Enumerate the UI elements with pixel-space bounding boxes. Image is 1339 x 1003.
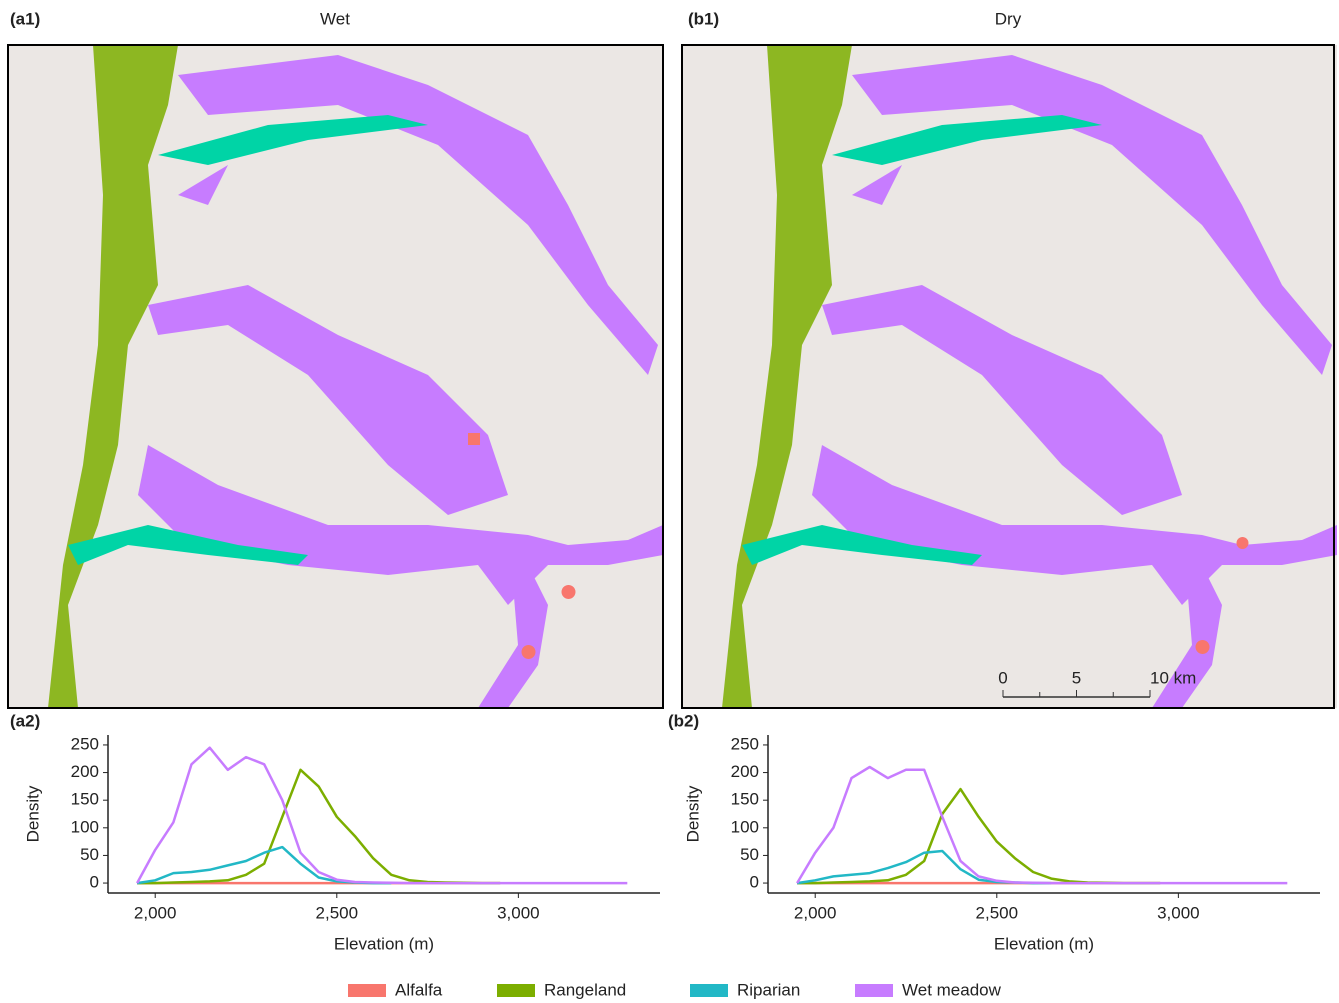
x-tick-label: 3,000	[497, 903, 540, 922]
panel-label: (a2)	[10, 711, 40, 730]
density-line	[137, 768, 501, 885]
y-tick-label: 150	[731, 790, 759, 809]
y-axis-label: Density	[683, 785, 702, 842]
legend-label: Rangeland	[544, 980, 626, 999]
x-tick-label: 2,000	[134, 903, 177, 922]
legend-swatch	[497, 984, 535, 997]
y-tick-label: 250	[731, 734, 759, 753]
legend-swatch	[348, 984, 386, 997]
x-axis-label: Elevation (m)	[994, 934, 1094, 953]
panel-label: (b1)	[688, 9, 719, 28]
y-tick-label: 200	[731, 762, 759, 781]
scale-label: 10 km	[1150, 668, 1196, 687]
x-tick-label: 3,000	[1157, 903, 1200, 922]
legend-label: Wet meadow	[902, 980, 1002, 999]
panel-label: (b2)	[668, 711, 699, 730]
panel-title: Dry	[995, 9, 1022, 28]
legend-swatch	[855, 984, 893, 997]
scale-label: 5	[1072, 668, 1081, 687]
y-tick-label: 0	[750, 873, 759, 892]
y-tick-label: 200	[71, 762, 99, 781]
map-dry	[681, 44, 1337, 709]
y-tick-label: 100	[731, 817, 759, 836]
y-tick-label: 0	[90, 873, 99, 892]
density-line	[797, 787, 1161, 885]
legend-label: Alfalfa	[395, 980, 443, 999]
legend-swatch	[690, 984, 728, 997]
y-tick-label: 150	[71, 790, 99, 809]
scale-label: 0	[998, 668, 1007, 687]
y-tick-label: 50	[740, 845, 759, 864]
x-axis-label: Elevation (m)	[334, 934, 434, 953]
map-wet	[7, 44, 664, 709]
y-tick-label: 250	[71, 734, 99, 753]
panel-title: Wet	[320, 9, 350, 28]
panel-label: (a1)	[10, 9, 40, 28]
scale-bar: 0 5 10 km	[998, 668, 1196, 698]
y-axis-label: Density	[23, 785, 42, 842]
legend: Alfalfa Rangeland Riparian Wet meadow	[348, 980, 1002, 999]
x-tick-label: 2,500	[976, 903, 1019, 922]
y-tick-label: 50	[80, 845, 99, 864]
x-tick-label: 2,500	[316, 903, 359, 922]
density-line	[136, 746, 628, 885]
x-tick-label: 2,000	[794, 903, 837, 922]
y-tick-label: 100	[71, 817, 99, 836]
density-line	[796, 765, 1288, 885]
legend-label: Riparian	[737, 980, 800, 999]
